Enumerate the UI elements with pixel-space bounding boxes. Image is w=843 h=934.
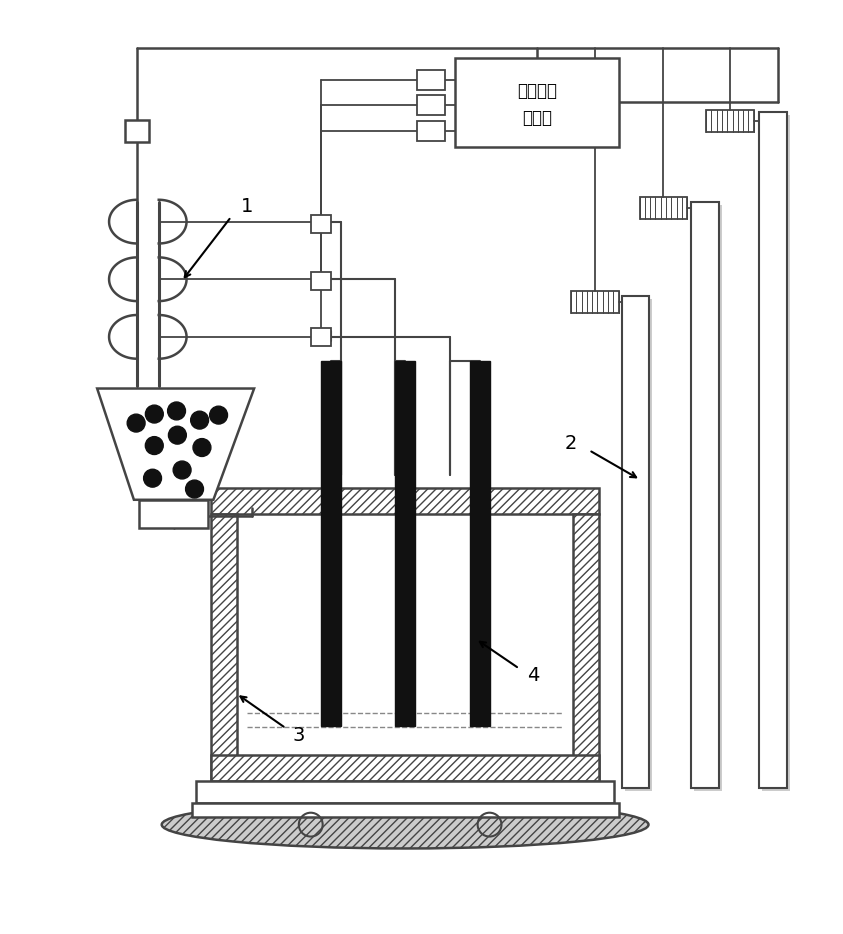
Bar [125, 120, 149, 142]
Bar [621, 296, 649, 788]
Bar [417, 70, 445, 90]
Circle shape [191, 411, 208, 429]
Bar [625, 299, 652, 791]
Bar [212, 514, 237, 781]
Circle shape [143, 469, 162, 488]
Circle shape [145, 405, 164, 423]
Bar [454, 58, 619, 148]
Bar [759, 112, 787, 788]
Text: 1: 1 [241, 197, 254, 217]
Circle shape [193, 439, 211, 457]
Bar [694, 205, 722, 791]
Bar [311, 273, 330, 290]
Bar [417, 121, 445, 141]
Circle shape [210, 406, 228, 424]
Circle shape [173, 461, 191, 479]
Bar [706, 110, 754, 133]
Ellipse shape [162, 800, 648, 848]
Polygon shape [97, 389, 254, 500]
Text: 2: 2 [565, 433, 577, 453]
Circle shape [168, 402, 185, 420]
Bar [691, 202, 719, 788]
Bar [311, 328, 330, 346]
Text: 4: 4 [528, 666, 540, 686]
Bar [571, 291, 619, 313]
Bar [212, 488, 599, 514]
Circle shape [145, 436, 164, 455]
Circle shape [127, 414, 145, 432]
Bar [470, 361, 490, 727]
Bar [191, 802, 619, 816]
Text: 电极升降
控制台: 电极升降 控制台 [517, 82, 556, 127]
Bar [237, 514, 573, 755]
Text: 3: 3 [293, 726, 305, 744]
Bar [196, 781, 614, 802]
Bar [320, 361, 341, 727]
Circle shape [185, 480, 203, 498]
Bar [640, 197, 687, 219]
Bar [417, 95, 445, 115]
Bar [573, 514, 599, 781]
Bar [311, 215, 330, 233]
Bar [395, 361, 415, 727]
Bar [212, 755, 599, 781]
Bar [139, 500, 208, 528]
Circle shape [169, 426, 186, 444]
Bar [762, 115, 790, 791]
